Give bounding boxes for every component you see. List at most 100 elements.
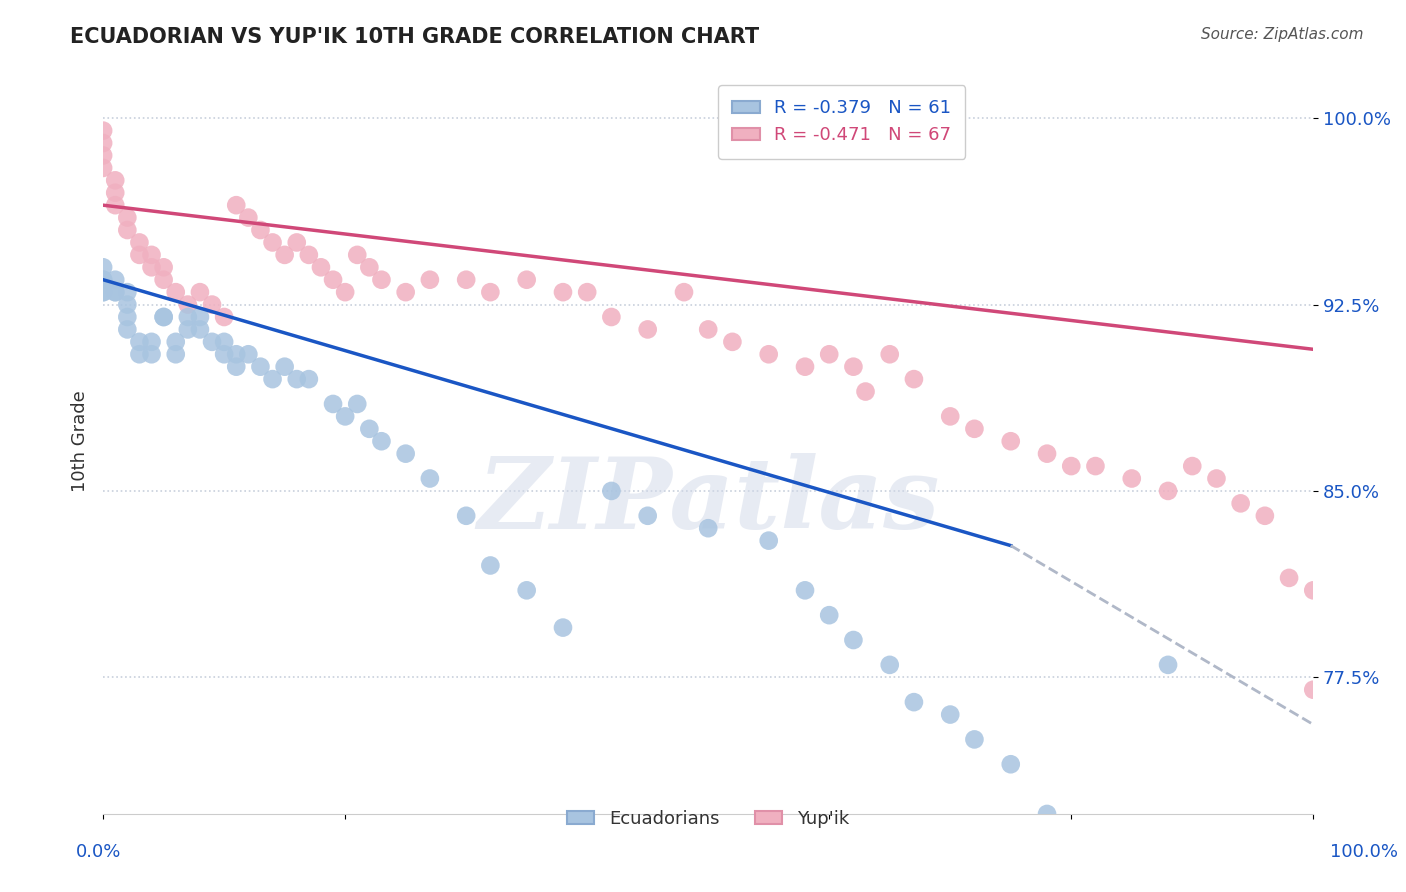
Point (225, 198, 247, 212)
Point (818, 347, 841, 361)
Point (177, 297, 200, 311)
Point (479, 558, 502, 573)
Point (1084, 831, 1107, 846)
Point (1302, 583, 1324, 598)
Point (697, 521, 720, 535)
Point (1181, 459, 1204, 474)
Point (104, 285, 127, 300)
Text: 0.0%: 0.0% (76, 843, 121, 861)
Point (456, 508, 478, 523)
Point (249, 359, 271, 374)
Point (141, 334, 163, 349)
Point (91, 285, 114, 300)
Point (298, 248, 321, 262)
Point (1084, 459, 1107, 474)
Point (165, 285, 187, 300)
Text: ZIPatlas: ZIPatlas (477, 452, 939, 549)
Point (188, 310, 211, 324)
Point (939, 707, 962, 722)
Point (91, 161, 114, 175)
Point (1302, 682, 1324, 697)
Text: ECUADORIAN VS YUP'IK 10TH GRADE CORRELATION CHART: ECUADORIAN VS YUP'IK 10TH GRADE CORRELAT… (70, 27, 759, 46)
Point (152, 310, 174, 324)
Point (117, 285, 139, 300)
Point (152, 273, 174, 287)
Point (1036, 447, 1059, 461)
Point (128, 248, 150, 262)
Point (212, 334, 235, 349)
Point (141, 248, 163, 262)
Text: 100.0%: 100.0% (1330, 843, 1398, 861)
Point (322, 273, 344, 287)
Point (903, 695, 925, 709)
Point (794, 359, 817, 374)
Point (91, 136, 114, 150)
Point (879, 657, 901, 672)
Point (91, 273, 114, 287)
Point (117, 322, 139, 336)
Point (104, 285, 127, 300)
Point (188, 285, 211, 300)
Point (91, 260, 114, 275)
Point (333, 409, 356, 424)
Point (1278, 571, 1301, 585)
Point (201, 297, 224, 311)
Point (794, 583, 817, 598)
Legend: Ecuadorians, Yup'ik: Ecuadorians, Yup'ik (560, 802, 856, 835)
Point (370, 434, 392, 449)
Point (370, 273, 392, 287)
Point (188, 322, 211, 336)
Point (1121, 471, 1143, 485)
Point (249, 223, 271, 237)
Point (104, 186, 127, 200)
Point (758, 347, 780, 361)
Point (141, 260, 163, 275)
Point (212, 347, 235, 361)
Point (128, 347, 150, 361)
Point (963, 732, 986, 747)
Point (333, 285, 356, 300)
Point (177, 322, 200, 336)
Point (516, 273, 538, 287)
Point (346, 248, 368, 262)
Point (104, 273, 127, 287)
Point (419, 273, 441, 287)
Point (262, 372, 284, 386)
Point (212, 310, 235, 324)
Point (359, 260, 381, 275)
Point (104, 173, 127, 187)
Point (1157, 483, 1180, 498)
Point (672, 285, 695, 300)
Point (91, 123, 114, 137)
Point (128, 235, 150, 250)
Point (262, 235, 284, 250)
Point (117, 211, 139, 225)
Point (91, 273, 114, 287)
Point (322, 397, 344, 411)
Point (637, 322, 659, 336)
Point (419, 471, 441, 485)
Point (758, 533, 780, 548)
Point (298, 372, 321, 386)
Point (91, 285, 114, 300)
Point (697, 322, 720, 336)
Point (855, 384, 877, 399)
Point (551, 285, 574, 300)
Point (225, 347, 247, 361)
Point (1000, 757, 1022, 772)
Point (576, 285, 599, 300)
Point (1254, 508, 1277, 523)
Point (963, 422, 986, 436)
Point (1060, 459, 1083, 474)
Point (1229, 496, 1251, 510)
Point (479, 285, 502, 300)
Point (165, 334, 187, 349)
Point (141, 347, 163, 361)
Point (128, 334, 150, 349)
Point (165, 347, 187, 361)
Point (238, 347, 260, 361)
Point (225, 359, 247, 374)
Point (117, 310, 139, 324)
Point (721, 334, 744, 349)
Point (273, 248, 295, 262)
